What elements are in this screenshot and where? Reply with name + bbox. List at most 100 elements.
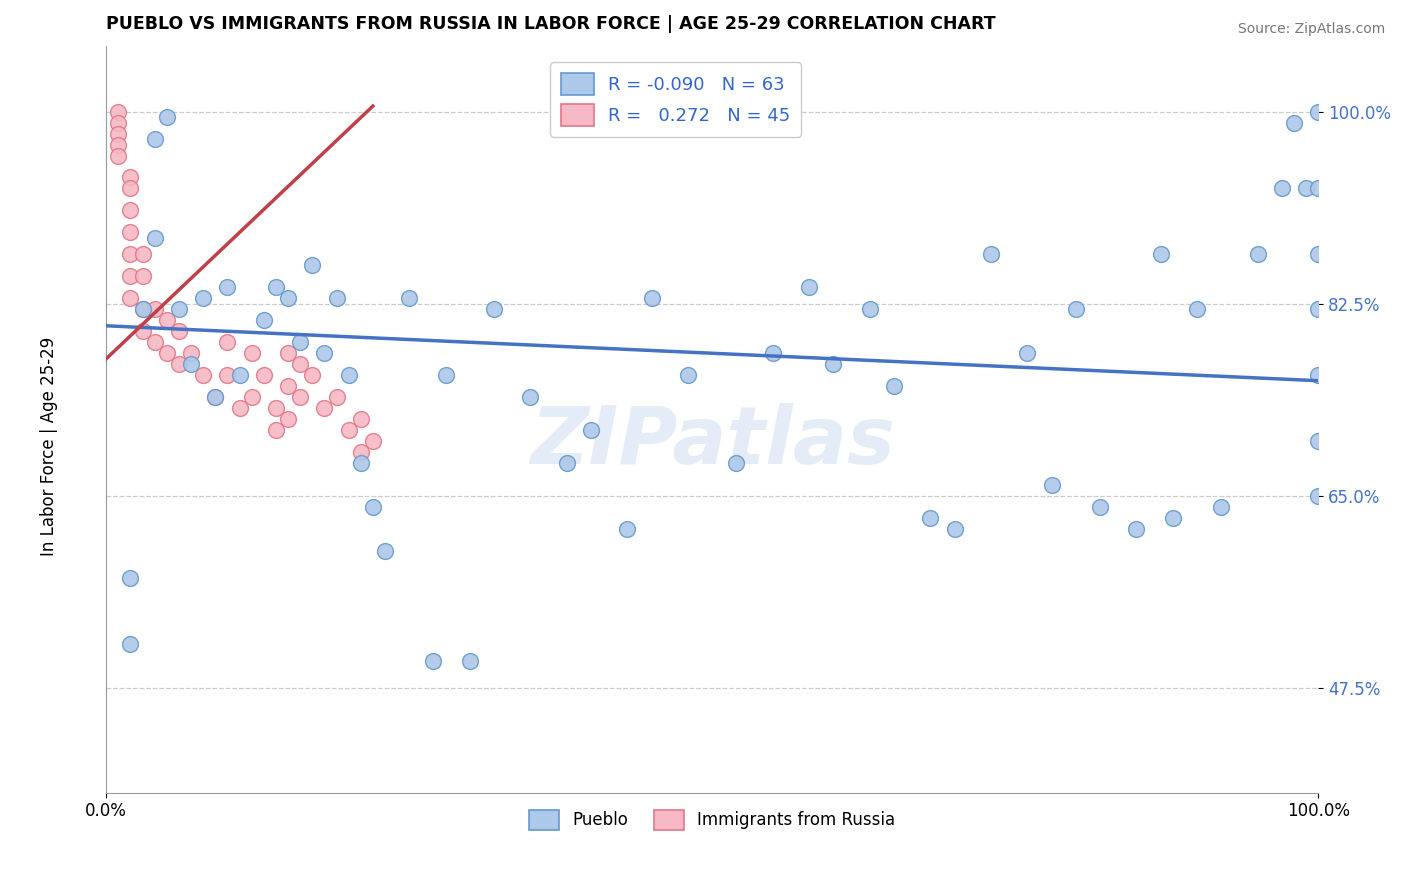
Point bbox=[361, 434, 384, 449]
Point bbox=[1308, 247, 1330, 261]
Point bbox=[314, 346, 336, 360]
Point bbox=[253, 368, 276, 383]
Point bbox=[555, 456, 578, 470]
Point bbox=[616, 522, 638, 536]
Point bbox=[264, 401, 287, 416]
Point bbox=[1040, 478, 1063, 492]
Point bbox=[107, 148, 129, 162]
Point bbox=[240, 390, 263, 404]
Point bbox=[1295, 181, 1317, 195]
Point bbox=[1308, 104, 1330, 119]
Point bbox=[131, 302, 153, 317]
Point bbox=[1247, 247, 1270, 261]
Point bbox=[120, 291, 142, 305]
Legend: Pueblo, Immigrants from Russia: Pueblo, Immigrants from Russia bbox=[523, 803, 901, 837]
Point bbox=[107, 127, 129, 141]
Point bbox=[1308, 181, 1330, 195]
Point bbox=[288, 390, 311, 404]
Point bbox=[301, 368, 323, 383]
Point bbox=[217, 280, 239, 294]
Point bbox=[762, 346, 785, 360]
Point bbox=[120, 269, 142, 284]
Point bbox=[107, 137, 129, 152]
Point bbox=[676, 368, 699, 383]
Point bbox=[217, 368, 239, 383]
Point bbox=[120, 247, 142, 261]
Point bbox=[167, 302, 190, 317]
Point bbox=[167, 357, 190, 371]
Point bbox=[253, 313, 276, 327]
Point bbox=[228, 368, 250, 383]
Point bbox=[120, 170, 142, 185]
Point bbox=[350, 456, 373, 470]
Point bbox=[193, 291, 215, 305]
Point bbox=[823, 357, 845, 371]
Point bbox=[1017, 346, 1039, 360]
Point bbox=[193, 368, 215, 383]
Point bbox=[883, 379, 905, 393]
Point bbox=[1088, 500, 1111, 514]
Point bbox=[337, 423, 360, 437]
Point bbox=[579, 423, 602, 437]
Point bbox=[640, 291, 662, 305]
Point bbox=[240, 346, 263, 360]
Point bbox=[143, 335, 166, 350]
Point bbox=[107, 115, 129, 129]
Point bbox=[288, 357, 311, 371]
Point bbox=[288, 335, 311, 350]
Point bbox=[361, 500, 384, 514]
Point bbox=[1211, 500, 1233, 514]
Point bbox=[1308, 302, 1330, 317]
Point bbox=[1271, 181, 1294, 195]
Point bbox=[325, 291, 347, 305]
Point bbox=[1308, 434, 1330, 449]
Point bbox=[943, 522, 966, 536]
Point bbox=[120, 571, 142, 585]
Point bbox=[167, 324, 190, 338]
Point bbox=[301, 258, 323, 272]
Point bbox=[120, 226, 142, 240]
Point bbox=[204, 390, 226, 404]
Text: ZIPatlas: ZIPatlas bbox=[530, 402, 894, 481]
Point bbox=[1308, 489, 1330, 503]
Point bbox=[120, 203, 142, 218]
Point bbox=[1125, 522, 1147, 536]
Point bbox=[859, 302, 882, 317]
Point bbox=[264, 280, 287, 294]
Point bbox=[1064, 302, 1087, 317]
Point bbox=[180, 357, 202, 371]
Point bbox=[204, 390, 226, 404]
Point bbox=[131, 324, 153, 338]
Point bbox=[1308, 368, 1330, 383]
Point bbox=[920, 511, 942, 525]
Point bbox=[143, 302, 166, 317]
Point bbox=[277, 346, 299, 360]
Point bbox=[519, 390, 541, 404]
Text: In Labor Force | Age 25-29: In Labor Force | Age 25-29 bbox=[41, 336, 58, 556]
Point bbox=[120, 637, 142, 651]
Point bbox=[434, 368, 457, 383]
Point bbox=[107, 104, 129, 119]
Point bbox=[350, 412, 373, 426]
Point bbox=[131, 302, 153, 317]
Text: PUEBLO VS IMMIGRANTS FROM RUSSIA IN LABOR FORCE | AGE 25-29 CORRELATION CHART: PUEBLO VS IMMIGRANTS FROM RUSSIA IN LABO… bbox=[107, 15, 995, 33]
Point bbox=[156, 313, 179, 327]
Point bbox=[131, 269, 153, 284]
Point bbox=[180, 346, 202, 360]
Point bbox=[143, 231, 166, 245]
Point bbox=[422, 654, 444, 668]
Point bbox=[277, 379, 299, 393]
Point bbox=[314, 401, 336, 416]
Point bbox=[228, 401, 250, 416]
Point bbox=[337, 368, 360, 383]
Point bbox=[156, 110, 179, 124]
Point bbox=[143, 132, 166, 146]
Point bbox=[277, 291, 299, 305]
Text: Source: ZipAtlas.com: Source: ZipAtlas.com bbox=[1237, 22, 1385, 37]
Point bbox=[217, 335, 239, 350]
Point bbox=[1150, 247, 1173, 261]
Point bbox=[277, 412, 299, 426]
Point bbox=[482, 302, 505, 317]
Point bbox=[398, 291, 420, 305]
Point bbox=[980, 247, 1002, 261]
